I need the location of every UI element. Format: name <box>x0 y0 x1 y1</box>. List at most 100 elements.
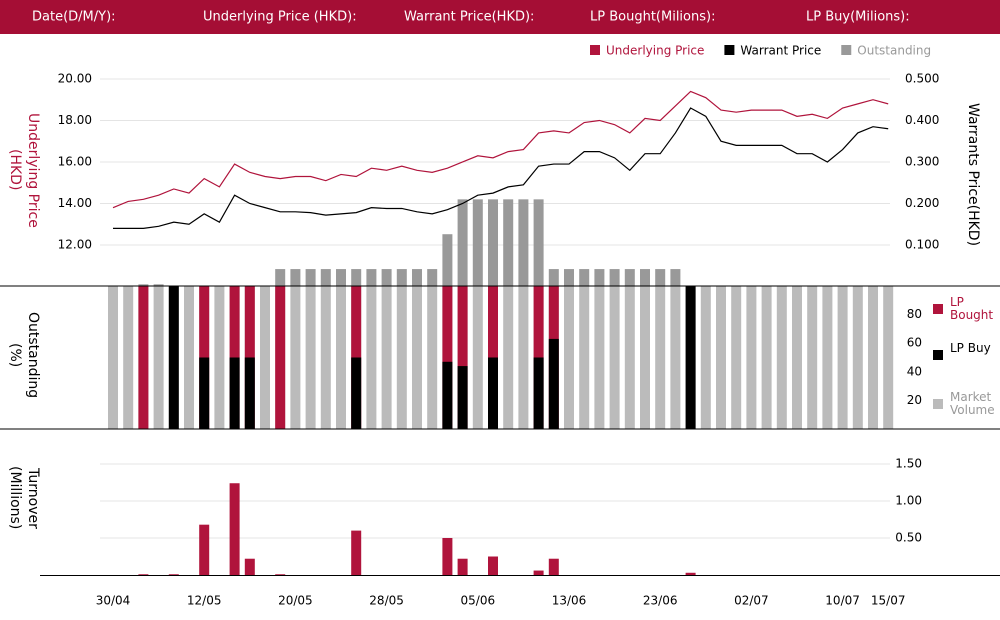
bar <box>244 558 255 575</box>
legend-label: Underlying Price <box>606 44 704 58</box>
bar <box>396 269 407 287</box>
bar <box>594 269 605 287</box>
bar <box>503 199 514 287</box>
x-tick-label: 05/06 <box>461 594 496 608</box>
x-tick-label: 28/05 <box>369 594 404 608</box>
legend-swatch <box>933 350 943 360</box>
bar <box>168 574 179 575</box>
x-tick-label: 12/05 <box>187 594 222 608</box>
bar <box>792 286 802 429</box>
bar <box>548 338 559 429</box>
x-tick-label: 13/06 <box>552 594 587 608</box>
bar <box>564 286 574 429</box>
tick-label: 0.400 <box>905 113 939 127</box>
tick-label: 16.00 <box>58 154 92 168</box>
tick-label: 40 <box>907 364 922 378</box>
bar <box>138 286 149 429</box>
tick-label: 0.500 <box>905 71 939 85</box>
bar <box>548 558 559 575</box>
bar <box>457 286 468 429</box>
bar <box>837 286 848 429</box>
tick-label: 20.00 <box>58 71 92 85</box>
bar <box>457 558 468 575</box>
bar <box>685 286 696 429</box>
bar <box>442 361 453 429</box>
bar <box>290 286 301 429</box>
y-axis-title: Outstanding (%) <box>7 311 41 399</box>
bar <box>123 286 134 429</box>
bar <box>351 530 362 575</box>
bar <box>214 286 225 429</box>
header-label: LP Bought(Milions): <box>590 10 715 25</box>
line <box>113 107 889 229</box>
bar <box>868 286 878 429</box>
legend-swatch <box>724 45 735 55</box>
bar <box>396 286 407 429</box>
bar <box>199 357 210 429</box>
bar <box>548 269 559 287</box>
tick-label: 1.00 <box>895 494 922 508</box>
y-axis-title: Underlying Price (HKD) <box>7 112 41 228</box>
bar <box>624 286 635 429</box>
y2-axis-title: Warrants Price(HKD) <box>965 103 981 247</box>
bar <box>624 269 635 287</box>
bar <box>305 269 316 287</box>
legend-swatch <box>841 45 852 55</box>
bar <box>366 269 377 287</box>
tick-label: 60 <box>907 336 922 350</box>
tick-label: 0.100 <box>905 237 939 251</box>
tick-label: 0.200 <box>905 196 939 210</box>
bar <box>244 357 255 429</box>
bar <box>564 269 574 287</box>
bar <box>442 286 453 429</box>
bar <box>427 286 438 429</box>
legend-swatch <box>933 304 943 314</box>
bar <box>533 199 544 287</box>
x-tick-label: 15/07 <box>871 594 906 608</box>
legend-label: LP Buy <box>950 341 991 355</box>
x-tick-label: 23/06 <box>643 594 678 608</box>
tick-label: 14.00 <box>58 196 92 210</box>
bar <box>807 286 818 429</box>
bar <box>366 286 377 429</box>
header-label: Date(D/M/Y): <box>32 10 116 25</box>
bar <box>153 286 164 429</box>
bar <box>822 286 833 429</box>
bar <box>275 286 286 429</box>
bar <box>488 357 498 429</box>
bar <box>579 269 590 287</box>
bar <box>716 286 726 429</box>
bar <box>852 286 863 429</box>
bar <box>518 199 529 287</box>
bar <box>609 269 620 287</box>
bar <box>412 286 422 429</box>
bar <box>260 286 270 429</box>
bar <box>229 357 240 429</box>
tick-label: 1.50 <box>895 457 922 471</box>
bar <box>685 572 696 575</box>
bar <box>320 286 331 429</box>
bar <box>457 366 468 429</box>
bar <box>229 483 240 575</box>
bar <box>305 286 316 429</box>
bar <box>533 570 544 575</box>
bar <box>776 286 787 429</box>
bar <box>518 286 529 429</box>
bar <box>381 286 392 429</box>
bar <box>138 284 149 287</box>
bar <box>457 199 468 287</box>
bar <box>700 286 711 429</box>
bar <box>609 286 620 429</box>
bar <box>579 286 590 429</box>
bar <box>427 269 438 287</box>
bar <box>488 556 498 575</box>
header-label: Underlying Price (HKD): <box>203 10 357 25</box>
bar <box>472 286 483 429</box>
bar <box>883 286 894 429</box>
tick-label: 12.00 <box>58 237 92 251</box>
line <box>112 90 889 209</box>
legend-label: Warrant Price <box>740 44 821 58</box>
bar <box>746 286 757 429</box>
bar <box>412 269 422 287</box>
